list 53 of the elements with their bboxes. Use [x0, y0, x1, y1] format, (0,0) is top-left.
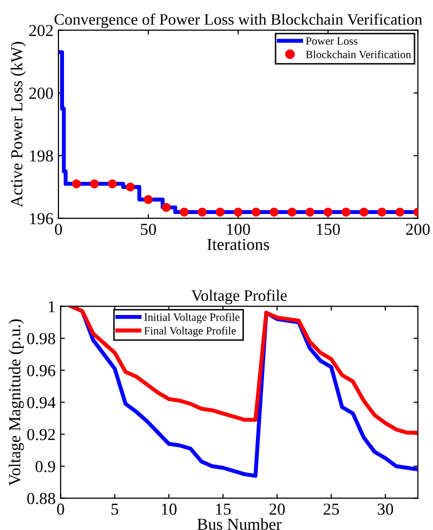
y-tick-label: 196 [30, 213, 54, 224]
x-tick-label: 30 [378, 504, 394, 515]
point [216, 208, 225, 217]
point [162, 202, 171, 212]
x-tick-label: 10 [162, 504, 177, 515]
y-tick-label: 0.98 [27, 333, 56, 344]
point [234, 208, 243, 217]
x-tick-label: 5 [112, 504, 118, 515]
point [72, 179, 81, 188]
y-tick-label: 198 [30, 150, 53, 162]
x-axis-title: Bus Number [197, 518, 282, 530]
point [144, 195, 153, 204]
point [126, 182, 135, 192]
x-axis-title: Iterations [207, 238, 270, 250]
x-tick-label: 15 [216, 504, 231, 515]
point [377, 208, 386, 217]
x-tick-label: 20 [270, 504, 285, 515]
point [252, 208, 261, 217]
legend-label: Initial Voltage Profile [144, 313, 240, 324]
y-tick-label: 0.9 [36, 460, 56, 472]
point [198, 208, 207, 217]
point [180, 208, 189, 217]
y-tick-label: 0.88 [27, 492, 56, 504]
line-series [70, 306, 418, 435]
y-tick-label: 0.92 [27, 428, 55, 440]
legend-label: Final Voltage Profile [144, 326, 236, 337]
x-tick-label: 200 [406, 224, 430, 235]
point [395, 208, 404, 217]
point [306, 208, 315, 217]
x-tick-label: 100 [227, 224, 250, 235]
point [90, 179, 99, 188]
x-tick-label: 25 [324, 504, 339, 515]
y-tick-label: 0.94 [27, 396, 56, 408]
point [270, 208, 279, 217]
x-tick-label: 50 [140, 224, 156, 235]
y-tick-label: 202 [29, 24, 53, 36]
point [359, 208, 368, 217]
x-tick-label: 0 [54, 224, 62, 235]
legend-label: Blockchain Verification [306, 50, 412, 58]
y-axis-title: Active Power Loss (kW) [10, 42, 26, 208]
y-axis-title: Voltage Magnitude (p.u.) [8, 319, 24, 486]
chart-title: Voltage Profile [191, 290, 287, 304]
point [341, 208, 350, 217]
y-tick-label: 0.96 [27, 364, 56, 376]
y-tick-label: 1 [48, 301, 55, 312]
x-tick-label: 150 [316, 224, 340, 235]
legend-label: Power Loss [306, 37, 358, 45]
point [108, 179, 117, 188]
point [288, 208, 297, 217]
point [324, 208, 332, 217]
x-tick-label: 0 [57, 504, 64, 515]
chart-title: Convergence of Power Loss with Blockchain Verification [54, 13, 422, 28]
y-tick-label: 200 [29, 88, 53, 99]
